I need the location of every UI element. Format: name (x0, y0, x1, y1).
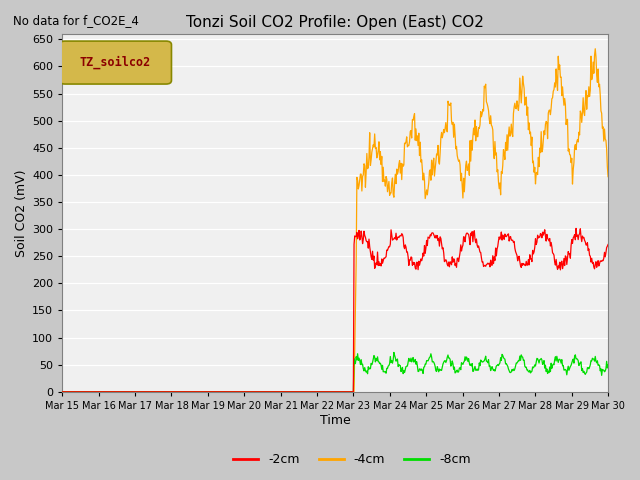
Legend: -2cm, -4cm, -8cm: -2cm, -4cm, -8cm (228, 448, 476, 471)
Text: TZ_soilco2: TZ_soilco2 (79, 56, 151, 69)
Title: Tonzi Soil CO2 Profile: Open (East) CO2: Tonzi Soil CO2 Profile: Open (East) CO2 (186, 15, 484, 30)
Text: No data for f_CO2E_4: No data for f_CO2E_4 (13, 14, 139, 27)
FancyBboxPatch shape (60, 41, 172, 84)
Y-axis label: Soil CO2 (mV): Soil CO2 (mV) (15, 169, 28, 257)
X-axis label: Time: Time (320, 414, 351, 427)
